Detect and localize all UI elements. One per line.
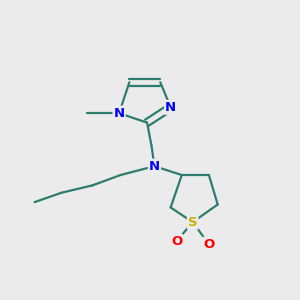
Text: N: N	[149, 160, 160, 173]
Text: N: N	[165, 101, 176, 114]
Text: N: N	[113, 107, 124, 120]
Text: O: O	[203, 238, 214, 251]
Text: O: O	[171, 235, 182, 248]
Text: S: S	[188, 216, 197, 229]
